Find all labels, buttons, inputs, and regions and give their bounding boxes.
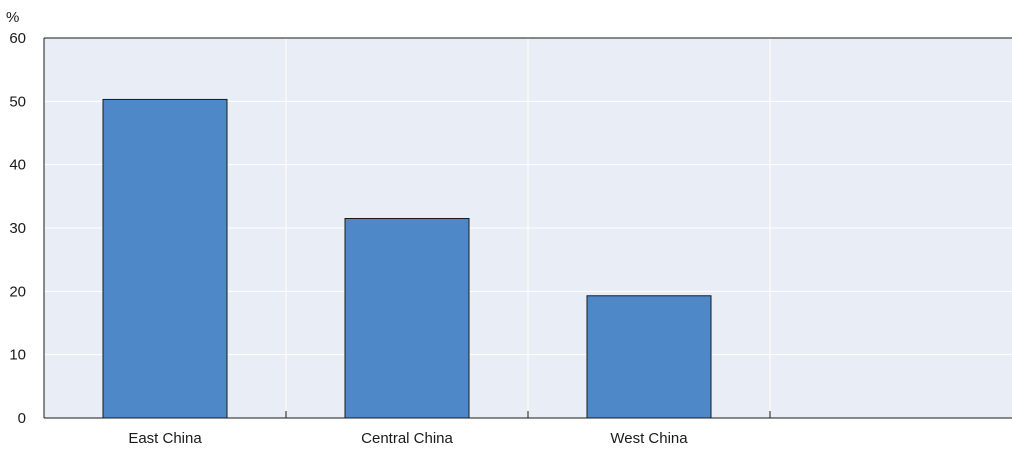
x-tick-label: Central China [361, 430, 453, 447]
x-tick-labels: East China Central China West China [128, 430, 688, 447]
y-tick-label: 40 [9, 157, 26, 174]
y-axis-unit-label: % [6, 9, 20, 26]
x-tick-label: West China [610, 430, 688, 447]
y-tick-label: 20 [9, 283, 26, 300]
bar [586, 295, 712, 419]
y-tick-label: 60 [9, 30, 26, 47]
y-tick-labels: 0 10 20 30 40 50 60 [9, 30, 26, 427]
y-tick-label: 10 [9, 347, 26, 364]
bar [344, 218, 470, 419]
y-tick-label: 0 [18, 410, 26, 427]
y-tick-label: 50 [9, 93, 26, 110]
bar [102, 98, 228, 419]
bars [102, 98, 712, 419]
axes [43, 37, 1012, 419]
x-tick-label: East China [128, 430, 202, 447]
y-tick-label: 30 [9, 220, 26, 237]
